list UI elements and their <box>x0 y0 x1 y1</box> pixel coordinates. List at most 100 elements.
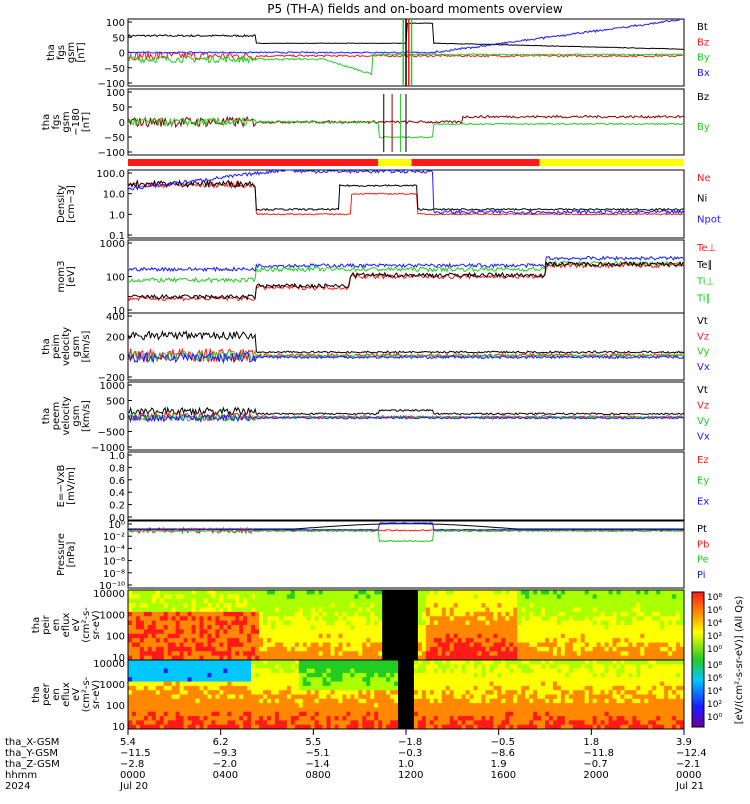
spectrogram-cell <box>517 655 522 661</box>
spectrogram-cell <box>461 611 467 617</box>
spectrogram-cell <box>636 668 641 674</box>
spectrogram-cell <box>314 651 320 657</box>
spectrogram-cell <box>513 677 518 683</box>
spectrogram-cell <box>429 642 435 648</box>
spectrogram-cell <box>640 672 645 678</box>
spectrogram-cell <box>616 603 621 608</box>
spectrogram-cell <box>171 703 177 708</box>
spectrogram-cell <box>588 703 594 708</box>
spectrogram-cell <box>644 703 649 708</box>
spectrogram-cell <box>282 672 288 678</box>
spectrogram-cell <box>131 607 137 613</box>
spectrogram-cell <box>421 668 427 674</box>
spectrogram-cell <box>433 590 439 595</box>
spectrogram-cell <box>529 660 534 665</box>
spectrogram-cell <box>175 698 181 704</box>
spectrogram-cell <box>461 603 467 608</box>
spectrogram-cell <box>282 698 288 704</box>
x-row-value: −1.4 <box>305 759 329 770</box>
spectrogram-cell <box>278 620 284 626</box>
spectrogram-cell <box>497 707 502 713</box>
spectrogram-cell <box>489 685 494 691</box>
legend-pe: Pe <box>697 555 709 566</box>
spectrogram-cell <box>469 646 475 652</box>
spectrogram-cell <box>568 616 574 622</box>
spectrogram-cell <box>473 668 478 674</box>
x-row-value: 0400 <box>213 770 238 781</box>
spectrogram-cell <box>568 672 574 678</box>
spectrogram-cell <box>243 655 248 661</box>
spectrogram-cell <box>620 616 625 622</box>
spectrogram-cell <box>139 716 145 721</box>
spectrogram-cell <box>580 629 586 635</box>
spectrogram-cell <box>390 598 395 604</box>
spectrogram-cell <box>612 664 617 670</box>
x-row-value: −0.5 <box>491 737 515 748</box>
spectrogram-cell <box>469 590 475 595</box>
spectrogram-cell <box>537 690 542 695</box>
spectrogram-cell <box>556 646 562 652</box>
spectrogram-cell <box>465 724 471 730</box>
spectrogram-cell <box>568 598 574 604</box>
spectrogram-cell <box>505 607 510 613</box>
spectrogram-cell <box>326 603 332 608</box>
spectrogram-cell <box>350 681 355 687</box>
spectrogram-cell <box>481 685 486 691</box>
spectrogram-cell <box>378 625 383 630</box>
spectrogram-cell <box>608 668 614 674</box>
spectrogram-cell <box>386 720 391 726</box>
legend-bx: Bx <box>697 68 710 79</box>
spectrogram-cell <box>489 681 494 687</box>
spectrogram-cell <box>509 724 514 730</box>
spectrogram-cell <box>628 620 633 626</box>
spectrogram-cell <box>409 616 415 622</box>
spectrogram-cell <box>334 633 339 639</box>
spectrogram-cell <box>636 590 641 595</box>
spectrogram-cell <box>227 590 232 595</box>
spectrogram-cell <box>668 607 673 613</box>
spectrogram-cell <box>278 655 284 661</box>
spectrogram-cell <box>342 660 347 665</box>
spectrogram-cell <box>155 655 161 661</box>
spectrogram-cell <box>151 607 157 613</box>
spectrogram-cell <box>620 655 625 661</box>
spectrogram-cell <box>147 694 153 700</box>
spectrogram-cell <box>179 716 185 721</box>
plot-title: P5 (TH-A) fields and on-board moments ov… <box>267 2 563 16</box>
spectrogram-cell <box>640 711 645 717</box>
spectrogram-cell <box>620 672 625 678</box>
spectrogram-cell <box>517 677 522 683</box>
spectrogram-cell <box>159 698 165 704</box>
spectrogram-cell <box>548 711 554 717</box>
spectrogram-cell <box>398 590 403 595</box>
colorbar-tick: 10⁴ <box>707 687 722 697</box>
spectrogram-cell <box>247 651 252 657</box>
spectrogram-cell <box>576 685 582 691</box>
spectrogram-cell <box>330 672 336 678</box>
spectrogram-cell <box>421 638 427 643</box>
spectrogram-cell <box>251 646 256 652</box>
spectrogram-cell <box>473 724 478 730</box>
spectrogram-cell <box>239 690 244 695</box>
spectrogram-cell <box>362 720 367 726</box>
spectrogram-cell <box>278 642 284 648</box>
spectrogram-cell <box>378 720 383 726</box>
spectrogram-cell <box>628 677 633 683</box>
spectrogram-cell <box>552 672 558 678</box>
spectrogram-cell <box>263 598 268 604</box>
y-tick-label: 0.6 <box>109 476 125 487</box>
spectrogram-cell <box>334 707 339 713</box>
spectrogram-cell <box>533 703 538 708</box>
spectrogram-cell <box>159 651 165 657</box>
spectrogram-cell <box>445 590 451 595</box>
spectrogram-cell <box>131 629 137 635</box>
spectrogram-cell <box>294 603 300 608</box>
spectrogram-cell <box>473 720 478 726</box>
spectrogram-cell <box>203 633 208 639</box>
spectrogram-cell <box>195 607 200 613</box>
spectrogram-cell <box>465 633 471 639</box>
spectrogram-cell <box>350 694 355 700</box>
spectrogram-cell <box>481 633 486 639</box>
spectrogram-cell <box>588 668 594 674</box>
spectrogram-cell <box>227 707 232 713</box>
